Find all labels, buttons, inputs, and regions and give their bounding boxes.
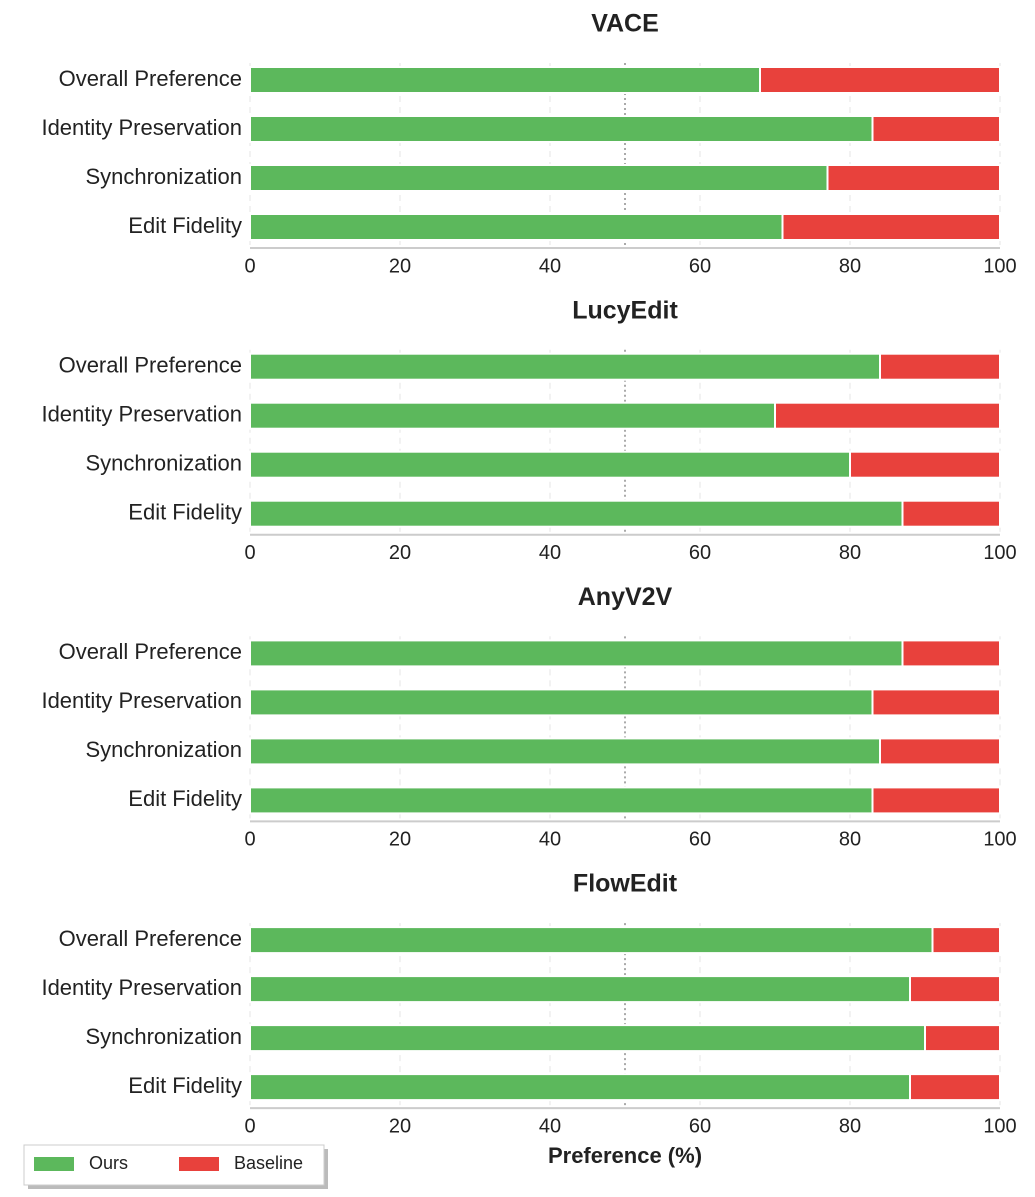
legend-label: Ours bbox=[89, 1153, 128, 1173]
bar-segment bbox=[781, 213, 1001, 241]
x-axis-label: Preference (%) bbox=[548, 1143, 702, 1168]
y-tick-label: Overall Preference bbox=[59, 639, 242, 664]
bar-segment bbox=[871, 688, 1001, 717]
legend-swatch bbox=[34, 1157, 74, 1171]
x-tick-label: 100 bbox=[983, 542, 1016, 564]
x-tick-label: 60 bbox=[689, 542, 711, 564]
y-tick-label: Synchronization bbox=[85, 164, 242, 189]
bar-segment bbox=[931, 926, 1001, 955]
bar-segment bbox=[879, 352, 1001, 381]
x-tick-label: 80 bbox=[839, 1115, 861, 1137]
bar-segment bbox=[249, 352, 881, 381]
x-tick-label: 20 bbox=[389, 1115, 411, 1137]
legend-label: Baseline bbox=[234, 1153, 303, 1173]
y-tick-label: Edit Fidelity bbox=[128, 500, 242, 525]
bar-segment bbox=[249, 213, 784, 241]
x-tick-label: 0 bbox=[244, 255, 255, 277]
x-tick-label: 20 bbox=[389, 542, 411, 564]
bar-segment bbox=[249, 1024, 926, 1053]
bar-segment bbox=[249, 115, 874, 143]
bar-segment bbox=[249, 737, 881, 766]
y-tick-label: Synchronization bbox=[85, 451, 242, 476]
bar-segment bbox=[249, 1073, 911, 1102]
x-tick-label: 100 bbox=[983, 829, 1016, 851]
bar-segment bbox=[249, 926, 934, 955]
y-tick-label: Overall Preference bbox=[59, 926, 242, 951]
x-tick-label: 0 bbox=[244, 1115, 255, 1137]
chart-title: LucyEdit bbox=[572, 296, 678, 324]
bar-segment bbox=[759, 66, 1001, 94]
chart-title: VACE bbox=[591, 10, 659, 38]
x-tick-label: 80 bbox=[839, 829, 861, 851]
x-tick-label: 80 bbox=[839, 255, 861, 277]
y-tick-label: Identity Preservation bbox=[41, 688, 242, 713]
bar-segment bbox=[249, 639, 904, 668]
bar-segment bbox=[909, 1073, 1001, 1102]
x-tick-label: 20 bbox=[389, 255, 411, 277]
bar-segment bbox=[826, 164, 1001, 192]
bar-segment bbox=[924, 1024, 1001, 1053]
y-tick-label: Synchronization bbox=[85, 1024, 242, 1049]
x-tick-label: 40 bbox=[539, 542, 561, 564]
x-tick-label: 40 bbox=[539, 1115, 561, 1137]
x-tick-label: 40 bbox=[539, 255, 561, 277]
chart-title: FlowEdit bbox=[573, 870, 678, 898]
x-tick-label: 80 bbox=[839, 542, 861, 564]
x-tick-label: 0 bbox=[244, 542, 255, 564]
bar-segment bbox=[871, 115, 1001, 143]
legend-swatch bbox=[179, 1157, 219, 1171]
x-tick-label: 20 bbox=[389, 829, 411, 851]
y-tick-label: Identity Preservation bbox=[41, 975, 242, 1000]
y-tick-label: Overall Preference bbox=[59, 353, 242, 378]
y-tick-label: Identity Preservation bbox=[41, 115, 242, 140]
y-tick-label: Edit Fidelity bbox=[128, 213, 242, 238]
y-tick-label: Overall Preference bbox=[59, 66, 242, 91]
bar-segment bbox=[249, 499, 904, 528]
bar-segment bbox=[879, 737, 1001, 766]
x-tick-label: 40 bbox=[539, 829, 561, 851]
bar-segment bbox=[249, 450, 851, 479]
bar-segment bbox=[249, 786, 874, 815]
bar-segment bbox=[249, 66, 761, 94]
bar-segment bbox=[909, 975, 1001, 1004]
x-tick-label: 0 bbox=[244, 829, 255, 851]
x-tick-label: 100 bbox=[983, 1115, 1016, 1137]
x-tick-label: 60 bbox=[689, 255, 711, 277]
bar-segment bbox=[871, 786, 1001, 815]
bar-segment bbox=[249, 401, 776, 430]
y-tick-label: Identity Preservation bbox=[41, 402, 242, 427]
x-tick-label: 100 bbox=[983, 255, 1016, 277]
bar-segment bbox=[249, 975, 911, 1004]
bar-segment bbox=[849, 450, 1001, 479]
y-tick-label: Edit Fidelity bbox=[128, 786, 242, 811]
y-tick-label: Synchronization bbox=[85, 737, 242, 762]
chart-title: AnyV2V bbox=[578, 583, 673, 611]
bar-segment bbox=[774, 401, 1001, 430]
bar-segment bbox=[901, 639, 1001, 668]
y-tick-label: Edit Fidelity bbox=[128, 1073, 242, 1098]
bar-segment bbox=[901, 499, 1001, 528]
bar-segment bbox=[249, 164, 829, 192]
x-tick-label: 60 bbox=[689, 1115, 711, 1137]
x-tick-label: 60 bbox=[689, 829, 711, 851]
bar-segment bbox=[249, 688, 874, 717]
